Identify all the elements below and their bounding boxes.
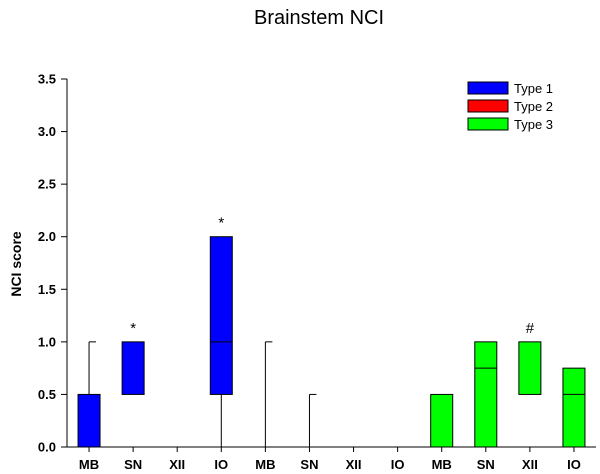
box-rect xyxy=(430,393,454,448)
legend-label: Type 1 xyxy=(514,81,553,96)
legend-swatch xyxy=(467,117,509,131)
x-tick-label: XII xyxy=(522,457,538,472)
y-tick-label: 0.5 xyxy=(38,387,56,402)
box-type-2-sn xyxy=(308,393,317,447)
significance-marker: * xyxy=(218,215,224,232)
y-tick-label: 3.0 xyxy=(38,124,56,139)
x-tick-label: MB xyxy=(255,457,275,472)
box-type-1-mb xyxy=(77,341,101,448)
box-rect xyxy=(518,341,542,395)
box-type-1-sn xyxy=(121,341,145,395)
y-ticks: 0.0 0.5 1.0 1.5 2.0 2.5 3.0 3.5 xyxy=(38,72,67,455)
x-tick-label: XII xyxy=(346,457,362,472)
x-tick-label: SN xyxy=(477,457,495,472)
y-tick-label: 2.5 xyxy=(38,177,56,192)
x-tick-label: IO xyxy=(567,457,581,472)
box-type-3-mb xyxy=(430,393,454,448)
box-rect xyxy=(209,236,233,395)
x-tick-label: SN xyxy=(300,457,318,472)
y-tick-label: 1.5 xyxy=(38,282,56,297)
x-tick-label: MB xyxy=(79,457,99,472)
x-tick-label: IO xyxy=(391,457,405,472)
legend-swatch xyxy=(467,81,509,95)
y-axis-label: NCI score xyxy=(8,231,24,297)
box-rect xyxy=(121,341,145,395)
x-tick-label: MB xyxy=(432,457,452,472)
legend-item-type-3: Type 3 xyxy=(467,117,553,132)
significance-marker: * xyxy=(130,320,136,337)
x-tick-label: XII xyxy=(169,457,185,472)
y-tick-label: 2.0 xyxy=(38,229,56,244)
x-tick-label: IO xyxy=(214,457,228,472)
legend-item-type-2: Type 2 xyxy=(467,99,553,114)
box-type-3-xii xyxy=(518,341,542,395)
legend-item-type-1: Type 1 xyxy=(467,81,553,96)
legend-label: Type 3 xyxy=(514,117,553,132)
box-rect xyxy=(474,341,498,448)
legend-label: Type 2 xyxy=(514,99,553,114)
y-tick-label: 3.5 xyxy=(38,72,56,87)
box-rect xyxy=(77,393,101,448)
box-type-3-io xyxy=(562,367,586,448)
boxes xyxy=(77,236,586,448)
legend: Type 1 Type 2 Type 3 xyxy=(467,81,553,132)
y-tick-label: 1.0 xyxy=(38,334,56,349)
x-ticks: MB SN XII IO MB SN XII IO MB SN XII IO xyxy=(79,447,581,472)
x-tick-label: SN xyxy=(124,457,142,472)
box-type-3-sn xyxy=(474,341,498,448)
plot-area: 0.0 0.5 1.0 1.5 2.0 2.5 3.0 3.5 MB SN XII IO MB SN XI… xyxy=(38,72,596,472)
annotations: * * # xyxy=(130,215,535,337)
box-type-1-io xyxy=(209,236,233,447)
y-tick-label: 0.0 xyxy=(38,440,56,455)
legend-swatch xyxy=(467,99,509,113)
significance-marker: # xyxy=(526,320,535,337)
box-rect xyxy=(562,367,586,448)
chart-title: Brainstem NCI xyxy=(254,7,384,29)
box-type-2-mb xyxy=(264,341,273,447)
